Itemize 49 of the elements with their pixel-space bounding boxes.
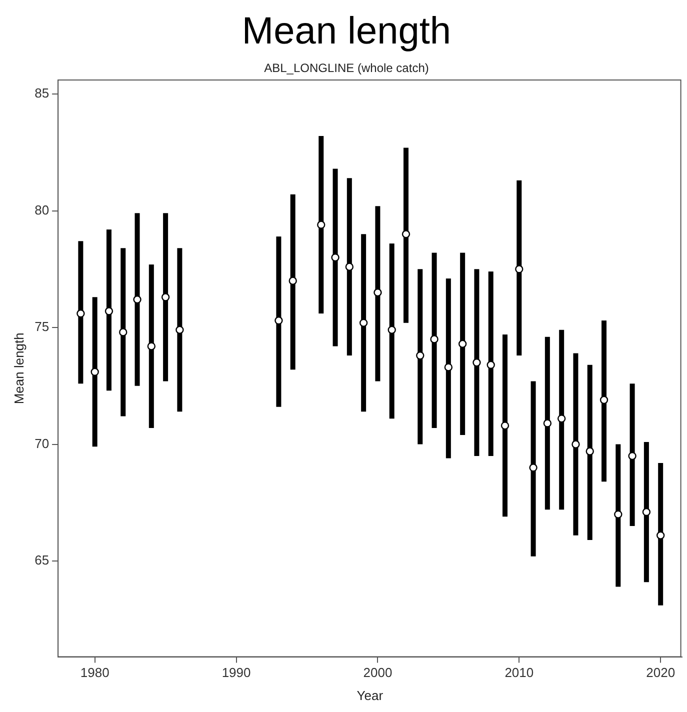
point: [104, 307, 114, 316]
point: [586, 447, 594, 456]
chart-title: Mean length: [242, 10, 452, 52]
x-tick-label: 1990: [222, 665, 251, 680]
point: [628, 452, 636, 460]
point: [90, 368, 99, 376]
point: [374, 288, 382, 297]
point: [331, 253, 340, 262]
point: [430, 335, 438, 344]
point: [572, 440, 580, 448]
point: [147, 342, 156, 350]
y-tick-label: 85: [34, 86, 50, 101]
point: [656, 531, 665, 540]
x-axis-title: Year: [356, 688, 384, 703]
point: [444, 363, 453, 372]
point: [176, 326, 184, 334]
point: [402, 230, 410, 238]
point: [515, 265, 524, 274]
x-tick-label: 2000: [363, 665, 392, 680]
point: [119, 328, 128, 336]
x-tick-label: 2010: [504, 665, 534, 680]
point: [388, 326, 396, 334]
point: [543, 419, 552, 428]
x-tick-label: 1980: [80, 665, 110, 680]
point: [317, 220, 326, 229]
point: [345, 262, 354, 271]
x-tick-label: 2020: [646, 665, 676, 680]
point: [416, 351, 424, 360]
y-tick-label: 80: [34, 202, 50, 218]
point: [486, 360, 495, 369]
point: [614, 510, 622, 518]
point: [642, 508, 651, 516]
point: [274, 316, 283, 325]
point: [133, 295, 142, 304]
chart-subtitle: ABL_LONGLINE (whole catch): [264, 61, 429, 76]
y-tick-label: 65: [34, 552, 50, 568]
point: [288, 276, 297, 285]
point: [76, 309, 85, 318]
point: [529, 464, 538, 472]
point: [161, 293, 170, 302]
y-tick-label: 75: [34, 319, 50, 334]
point: [472, 358, 481, 367]
point: [359, 318, 368, 327]
point: [500, 422, 510, 430]
point: [458, 340, 467, 348]
y-axis-title: Mean length: [11, 332, 26, 404]
point: [600, 396, 608, 404]
point: [557, 414, 566, 423]
y-tick-label: 70: [34, 436, 50, 451]
